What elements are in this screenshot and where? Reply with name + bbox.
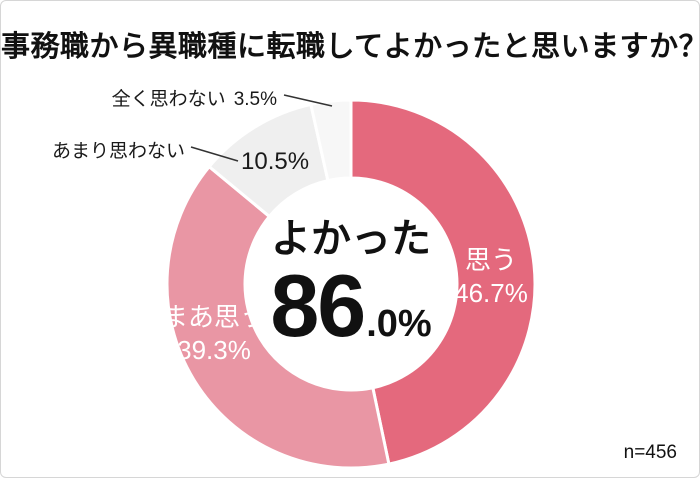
chart-title: 事務職から異職種に転職してよかったと思いますか？ xyxy=(1,31,700,63)
segment-label-maa-omou: まあ思う 39.3% xyxy=(162,301,266,367)
segment-percent: 39.3% xyxy=(177,335,251,365)
segment-name: まあ思う xyxy=(161,302,267,332)
segment-label-omou: 思う 46.7% xyxy=(454,244,528,310)
segment-name: 全く思わない xyxy=(111,89,226,110)
segment-percent: 3.5% xyxy=(233,89,277,110)
donut-segment-0 xyxy=(349,98,537,466)
center-value: 86 xyxy=(270,256,366,356)
segment-percent-not-really: 10.5% xyxy=(241,148,310,175)
sample-size: n=456 xyxy=(623,442,677,463)
callout-line-not-really xyxy=(190,146,239,162)
segment-percent: 46.7% xyxy=(454,278,528,308)
center-value-row: 86 .0% xyxy=(270,256,432,356)
donut-segments xyxy=(165,98,537,470)
center-word: よかった xyxy=(271,217,431,262)
donut-center-label: よかった 86 .0% xyxy=(270,216,432,356)
callout-label-not-at-all: 全く思わない 3.5% xyxy=(112,84,277,111)
center-value-suffix: .0% xyxy=(366,303,432,346)
donut-segment-3 xyxy=(309,98,353,183)
segment-name: あまり思わない xyxy=(51,141,185,162)
callout-line-not-at-all xyxy=(283,94,333,107)
segment-name: 思う xyxy=(464,245,518,275)
donut-segment-1 xyxy=(165,165,391,470)
callout-label-not-really: あまり思わない xyxy=(52,136,185,163)
